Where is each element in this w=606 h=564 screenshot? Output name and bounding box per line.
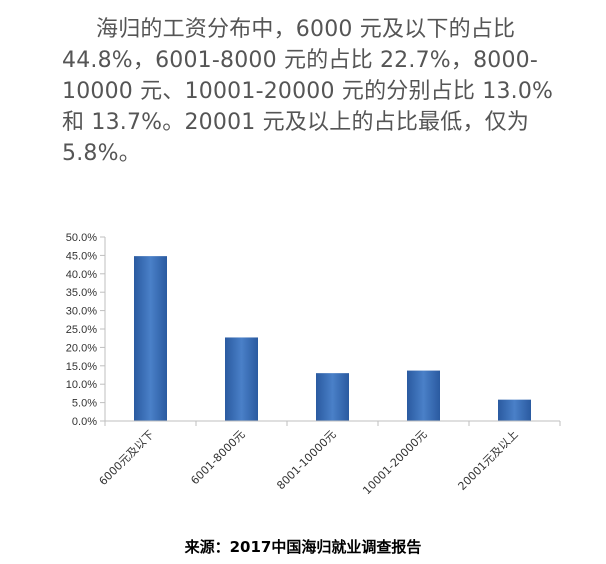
y-tick-label: 40.0%	[66, 269, 97, 281]
x-tick-label: 10001-20000元	[360, 428, 429, 497]
bar	[407, 370, 440, 421]
y-tick-label: 45.0%	[66, 250, 97, 262]
paragraph-line: 44.8%，6001-8000 元的占比 22.7%，8000-	[62, 48, 539, 73]
y-tick-label: 20.0%	[66, 342, 97, 354]
bar	[134, 256, 167, 421]
paragraph-line: 5.8%。	[62, 141, 141, 166]
bar	[225, 337, 258, 421]
salary-distribution-bar-chart: 0.0% 5.0% 10.0% 15.0% 20.0% 25.0% 30.0% 35.0% 40…	[66, 232, 561, 497]
y-axis: 0.0% 5.0% 10.0% 15.0% 20.0% 25.0% 30.0% 35.0% 40…	[66, 232, 106, 428]
bars	[134, 256, 531, 421]
y-tick-label: 30.0%	[66, 306, 97, 318]
x-tick-label: 20001元及以上	[456, 428, 521, 493]
paragraph-line: 海归的工资分布中，6000 元及以下的占比	[96, 17, 516, 42]
paragraph-line: 10000 元、10001-20000 元的分别占比 13.0%	[62, 79, 554, 104]
x-tick-label: 8001-10000元	[274, 428, 338, 492]
x-tick-label: 6000元及以下	[97, 428, 157, 488]
y-tick-label: 15.0%	[66, 361, 97, 373]
bar	[498, 399, 531, 421]
y-tick-label: 0.0%	[72, 416, 97, 428]
description-paragraph: 海归的工资分布中，6000 元及以下的占比 44.8%，6001-8000 元的…	[62, 14, 582, 169]
y-tick-label: 10.0%	[66, 379, 97, 391]
source-caption: 来源：2017中国海归就业调查报告	[184, 538, 422, 556]
y-tick-label: 25.0%	[66, 324, 97, 336]
y-tick-label: 5.0%	[72, 398, 97, 410]
x-axis: 6000元及以下 6001-8000元 8001-10000元 10001-20000…	[97, 420, 561, 497]
bar	[316, 373, 349, 421]
paragraph-line: 和 13.7%。20001 元及以上的占比最低，仅为	[62, 110, 530, 135]
y-tick-label: 35.0%	[66, 287, 97, 299]
x-tick-label: 6001-8000元	[188, 428, 247, 487]
y-tick-label: 50.0%	[66, 232, 97, 244]
